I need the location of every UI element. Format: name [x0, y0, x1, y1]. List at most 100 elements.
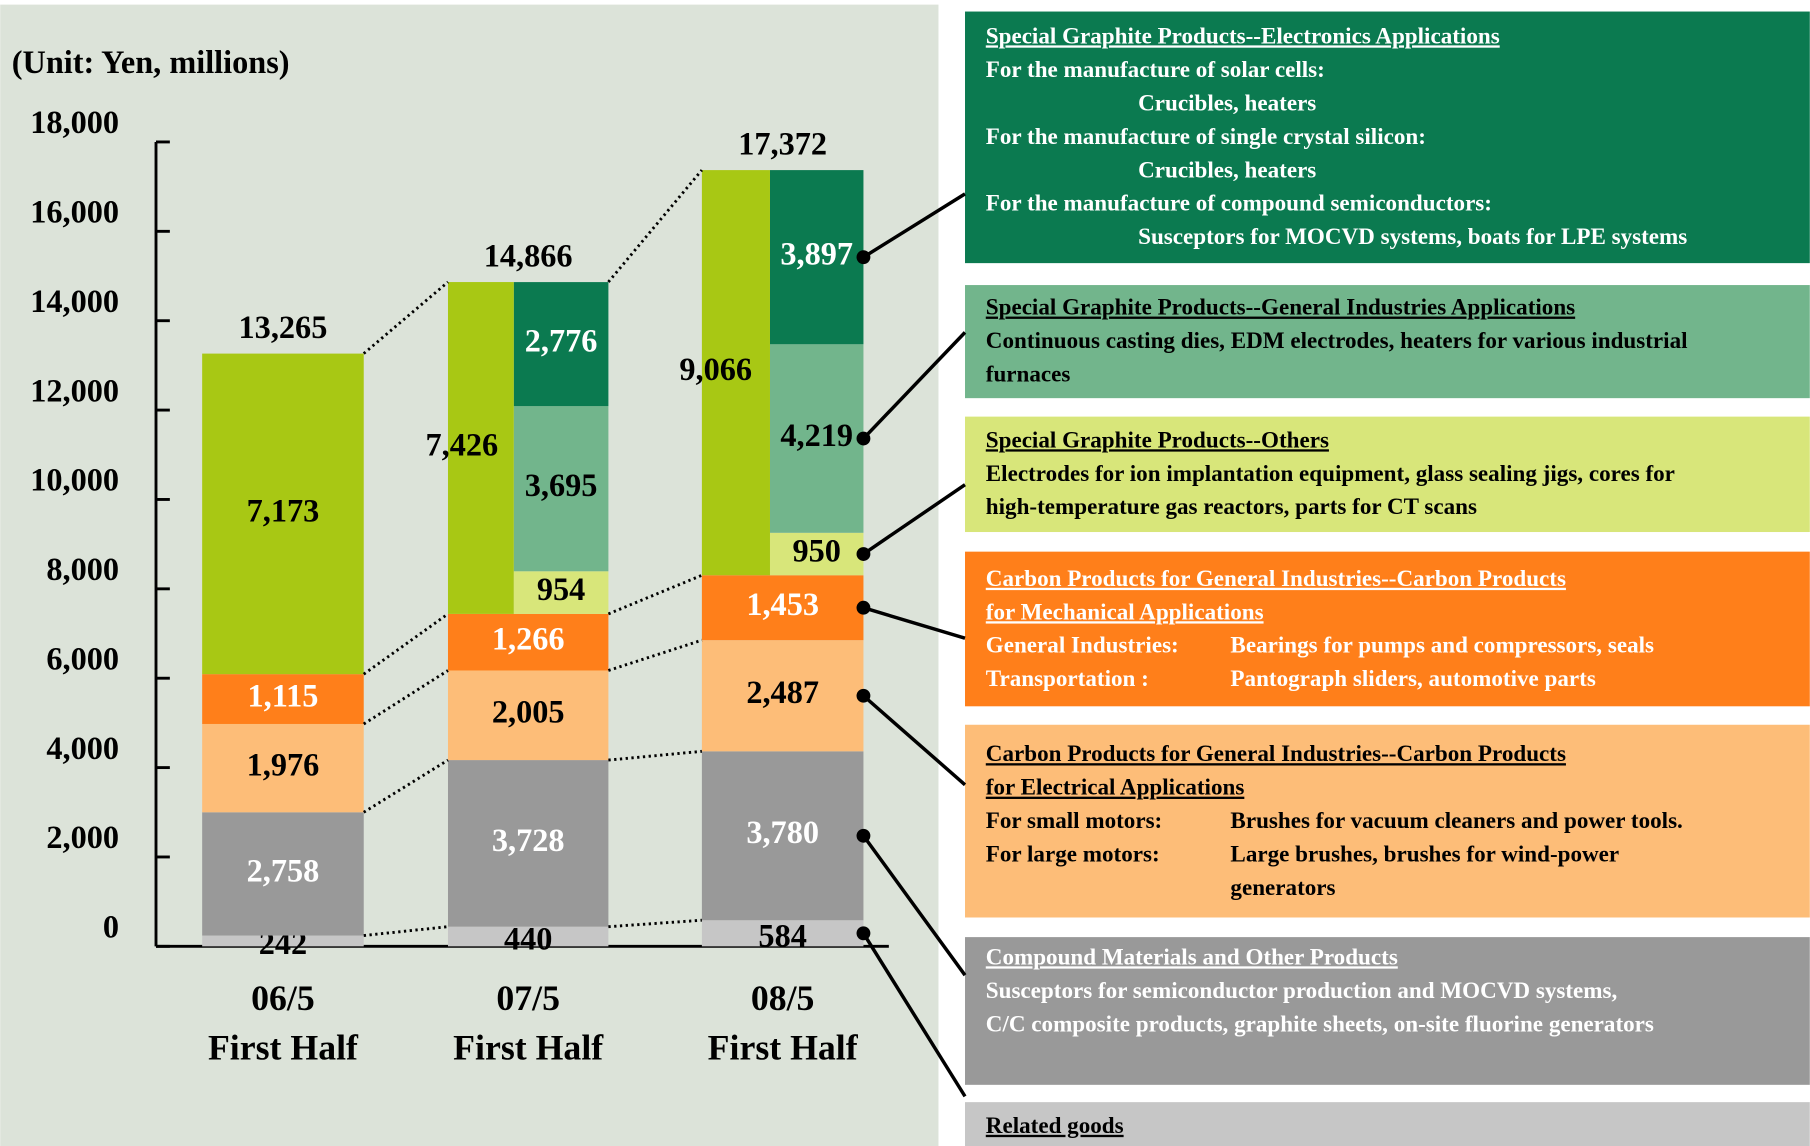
value-label: 1,976 — [247, 747, 320, 783]
bar-segment — [447, 760, 609, 927]
value-label: 584 — [758, 917, 806, 953]
legend-title: Special Graphite Products--General Indus… — [986, 294, 1575, 320]
value-label: 7,173 — [247, 492, 320, 528]
y-tick-label: 8,000 — [46, 551, 119, 587]
legend-title: Compound Materials and Other Products — [986, 943, 1398, 969]
value-label: 3,728 — [492, 822, 565, 858]
callout-line — [862, 834, 967, 977]
value-label: 2,758 — [247, 852, 320, 888]
legend-text: Susceptors for semiconductor production … — [986, 977, 1617, 1003]
callout-dot — [856, 250, 871, 265]
legend-label: Transportation : — [986, 665, 1149, 691]
bar-segment — [202, 674, 364, 724]
bar-segment — [513, 282, 609, 407]
connector — [608, 749, 703, 762]
callout-dot — [856, 688, 871, 703]
bar-segment — [513, 406, 609, 572]
value-label: 1,266 — [492, 621, 565, 657]
x-tick-label: First Half — [208, 1028, 359, 1068]
legend-text: generators — [1230, 874, 1335, 900]
legend-text: Electrodes for ion implantation equipmen… — [986, 460, 1675, 486]
legend-title: for Mechanical Applications — [986, 598, 1264, 624]
x-tick-label: First Half — [708, 1028, 859, 1068]
y-tick-label: 16,000 — [30, 194, 119, 230]
legend-text: For the manufacture of solar cells: — [986, 56, 1325, 82]
value-label: 2,487 — [746, 674, 819, 710]
bar-segment — [447, 670, 609, 761]
value-label: 3,897 — [780, 236, 853, 272]
callout-dot — [856, 600, 871, 615]
connector — [608, 918, 702, 929]
legend-text: Crucibles, heaters — [1138, 89, 1316, 115]
connector — [363, 925, 449, 937]
bar-segment — [202, 353, 364, 675]
connector — [607, 638, 703, 672]
bar-segment — [769, 170, 864, 345]
y-tick-label: 2,000 — [46, 819, 119, 855]
legend-box — [965, 285, 1810, 399]
legend-text: C/C composite products, graphite sheets,… — [986, 1010, 1654, 1036]
y-tick-label: 10,000 — [30, 462, 119, 498]
legend-label: General Industries: — [986, 632, 1179, 658]
y-tick-label: 14,000 — [30, 283, 119, 319]
callout-line — [862, 483, 966, 556]
connector — [362, 758, 449, 814]
legend-box — [965, 551, 1810, 707]
legend-text: furnaces — [986, 361, 1071, 387]
callout-line — [862, 606, 966, 640]
value-label: 3,695 — [525, 467, 598, 503]
legend-text: Large brushes, brushes for wind-power — [1230, 841, 1619, 867]
callout-dot — [856, 431, 871, 446]
total-label: 14,866 — [484, 237, 573, 273]
connector — [607, 169, 703, 283]
value-label: 2,005 — [492, 694, 565, 730]
legend-title: for Electrical Applications — [986, 774, 1245, 800]
legend-title: Related goods — [986, 1112, 1124, 1138]
callout-dot — [856, 926, 871, 941]
legend-text: Crucibles, heaters — [1138, 156, 1316, 182]
bar-segment — [701, 640, 864, 752]
x-tick-label: 06/5 — [251, 978, 315, 1018]
y-tick-label: 0 — [103, 909, 119, 945]
bar-segment — [701, 751, 864, 921]
bar-segment — [769, 344, 864, 533]
y-tick-label: 12,000 — [30, 372, 119, 408]
value-label: 1,115 — [248, 677, 319, 713]
callout-dot — [856, 828, 871, 843]
x-tick-label: 07/5 — [496, 978, 560, 1018]
bar-segment — [701, 920, 864, 947]
legend-text: For the manufacture of single crystal si… — [986, 123, 1426, 149]
legend-text: high-temperature gas reactors, parts for… — [986, 493, 1477, 519]
legend-text: Brushes for vacuum cleaners and power to… — [1230, 807, 1682, 833]
bar-segment — [447, 613, 609, 671]
bar-segment — [701, 575, 864, 641]
value-label: 7,426 — [425, 426, 498, 462]
value-label: 9,066 — [679, 351, 752, 387]
legend-box — [965, 11, 1810, 264]
bar-segment — [513, 571, 609, 614]
value-label: 950 — [792, 532, 840, 568]
x-tick-label: First Half — [453, 1028, 604, 1068]
legend-text: Continuous casting dies, EDM electrodes,… — [986, 327, 1688, 353]
bar-segment — [701, 170, 770, 576]
legend-title: Carbon Products for General Industries--… — [986, 740, 1566, 766]
y-tick-label: 6,000 — [46, 640, 119, 676]
total-label: 13,265 — [239, 309, 328, 345]
callout-line — [862, 192, 966, 259]
legend-box — [965, 724, 1810, 918]
value-label: 440 — [504, 921, 552, 957]
connector — [362, 280, 449, 355]
callout-line — [862, 331, 967, 440]
legend-text: For the manufacture of compound semicond… — [986, 190, 1492, 216]
legend-text: Pantograph sliders, automotive parts — [1230, 665, 1595, 691]
value-label: 1,453 — [746, 586, 819, 622]
value-label: 3,780 — [746, 814, 819, 850]
value-label: 2,776 — [525, 323, 598, 359]
legend-box — [965, 1102, 1810, 1146]
legend-text: Susceptors for MOCVD systems, boats for … — [1138, 223, 1687, 249]
legend-label: For large motors: — [986, 841, 1160, 867]
y-tick-label: 18,000 — [30, 104, 119, 140]
x-tick-label: 08/5 — [751, 978, 815, 1018]
legend-title: Special Graphite Products--Others — [986, 426, 1329, 452]
legend-box — [965, 937, 1810, 1085]
